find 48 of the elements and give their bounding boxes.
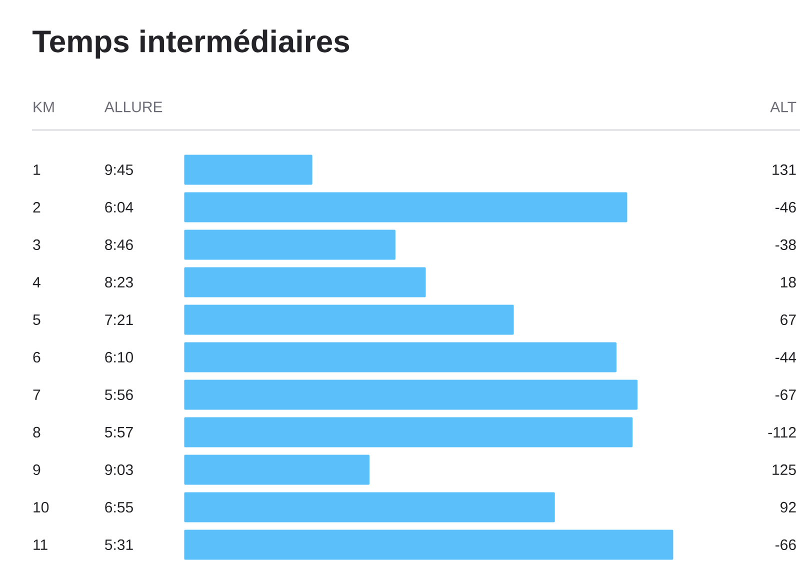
text: 5:31 [105, 539, 133, 550]
y-tick-label: 4 [32, 277, 40, 288]
y-tick-label: 11 [34, 540, 48, 550]
text: 67 [780, 314, 796, 326]
text: 9:03 [105, 464, 133, 476]
text: 5:57 [105, 427, 133, 438]
text: -66 [776, 539, 796, 550]
y-tick-label: 2 [33, 202, 40, 212]
text: ALT [770, 102, 796, 112]
y-tick-label: 3 [33, 239, 40, 250]
y-tick-label: 8 [33, 426, 40, 438]
text: 9:45 [105, 164, 133, 176]
text: 8:23 [105, 276, 133, 288]
text: 131 [772, 164, 796, 176]
bar [184, 304, 514, 335]
text: 6:55 [105, 502, 133, 513]
y-tick-label: 9 [33, 464, 40, 476]
text: 18 [780, 276, 796, 288]
text: 8:46 [105, 239, 133, 250]
text: -46 [776, 202, 796, 213]
y-tick-label: 5 [33, 314, 40, 325]
bar [184, 492, 555, 522]
bar [184, 192, 628, 222]
text: KM [34, 102, 54, 112]
bar [184, 267, 426, 298]
text: -112 [768, 427, 796, 438]
y-tick-label: 7 [33, 390, 40, 400]
y-tick-label: 1 [34, 164, 40, 175]
bar [184, 454, 370, 485]
bar [184, 342, 616, 372]
bar [184, 530, 674, 560]
text: -67 [776, 389, 796, 400]
text: 92 [780, 502, 796, 513]
bar [184, 417, 633, 448]
text: -38 [776, 239, 796, 250]
text: -44 [776, 352, 796, 362]
bar [184, 230, 396, 260]
text: 5:56 [105, 389, 133, 400]
chart-title: Temps intermédiaires [32, 29, 350, 59]
text: 6:10 [105, 352, 134, 363]
y-tick-label: 6 [33, 352, 40, 363]
text: 6:04 [105, 202, 134, 213]
text: 7:21 [105, 314, 133, 325]
text: 125 [772, 464, 796, 476]
text: ALLURE [104, 102, 162, 112]
bar [184, 380, 638, 410]
bar [184, 154, 312, 185]
y-tick-label: 10 [34, 502, 49, 513]
